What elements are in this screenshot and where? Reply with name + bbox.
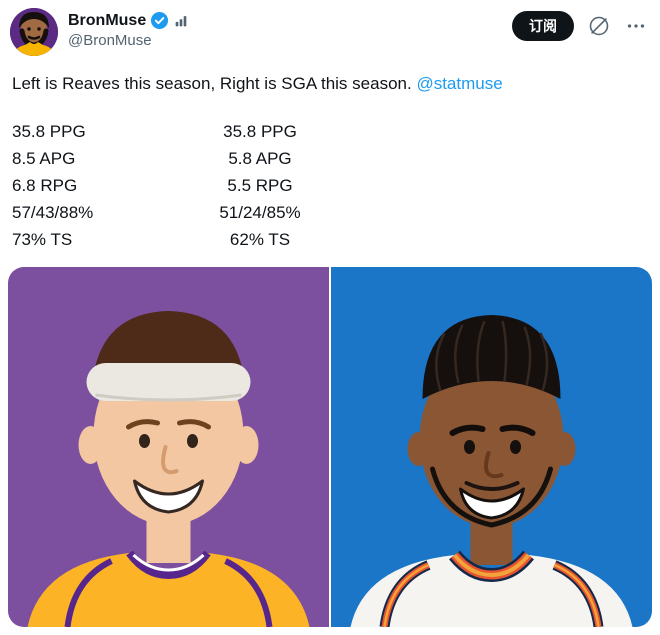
display-name-row: BronMuse (68, 11, 189, 30)
stat-left-value: 6.8 RPG (12, 176, 78, 195)
subscribe-button[interactable]: 订阅 (512, 11, 574, 41)
stat-right-value: 62% TS (229, 230, 291, 249)
reaves-illustration (8, 267, 329, 627)
tweet-image[interactable] (8, 267, 652, 627)
stat-row-ppg: 35.8 PPG 35.8 PPG (12, 118, 660, 145)
analytics-icon (173, 13, 189, 29)
verified-badge-icon (150, 11, 169, 30)
stats-block: 35.8 PPG 35.8 PPG 8.5 APG 5.8 APG 6.8 RP… (0, 118, 660, 253)
sga-illustration (331, 267, 652, 627)
stat-left-value: 35.8 PPG (12, 122, 86, 141)
tweet-header: BronMuse @BronMuse 订阅 (0, 0, 660, 56)
header-controls: 订阅 (512, 8, 648, 41)
stat-row-splits: 57/43/88% 51/24/85% (12, 199, 660, 226)
display-name[interactable]: BronMuse (68, 11, 147, 29)
stat-left-value: 8.5 APG (12, 149, 76, 168)
stat-right-value: 51/24/85% (219, 203, 301, 222)
grok-icon[interactable] (587, 14, 611, 38)
user-names: BronMuse @BronMuse (68, 8, 189, 49)
stat-left-value: 57/43/88% (12, 203, 94, 222)
stat-right-value: 5.5 RPG (227, 176, 293, 195)
stat-left-value: 73% TS (12, 230, 73, 249)
more-options-icon[interactable] (624, 14, 648, 38)
tweet-text: Left is Reaves this season, Right is SGA… (0, 72, 660, 96)
sga-cartoon (350, 315, 633, 627)
avatar-illustration (10, 8, 58, 56)
statmuse-mention-link[interactable]: @statmuse (416, 74, 503, 93)
stat-row-apg: 8.5 APG 5.8 APG (12, 145, 660, 172)
stat-right-value: 5.8 APG (228, 149, 292, 168)
stat-row-rpg: 6.8 RPG 5.5 RPG (12, 172, 660, 199)
reaves-cartoon (27, 311, 310, 627)
avatar[interactable] (10, 8, 58, 56)
tweet-text-body: Left is Reaves this season, Right is SGA… (12, 74, 417, 93)
stat-row-ts: 73% TS 62% TS (12, 226, 660, 253)
user-handle: @BronMuse (68, 32, 152, 49)
stat-right-value: 35.8 PPG (223, 122, 297, 141)
